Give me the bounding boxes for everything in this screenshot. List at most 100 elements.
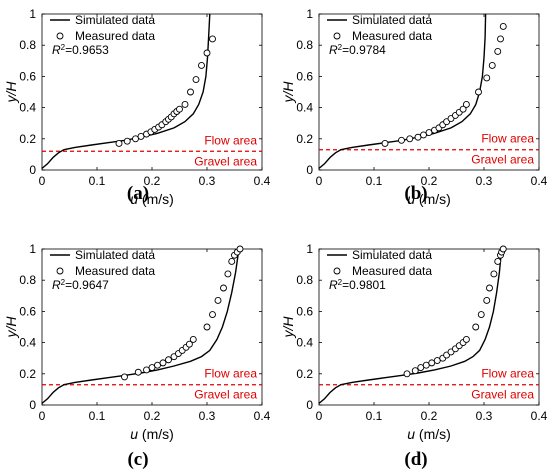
x-tick-label: 0.2 (144, 409, 161, 423)
measured-data-point (488, 62, 496, 69)
x-tick-label: 0.1 (89, 174, 106, 188)
measured-data-point (477, 311, 485, 318)
r-squared-symbol: R (329, 43, 338, 57)
r-squared-value: =0.9653 (65, 43, 109, 57)
legend-measured-label: Measured data (75, 29, 155, 43)
flow-area-label: Flow area (481, 367, 534, 381)
x-axis-unit: (m/s) (138, 191, 174, 207)
y-axis-label: y/H (3, 81, 19, 104)
y-tick-label: 1 (306, 7, 313, 21)
flow-area-label: Flow area (204, 367, 257, 381)
measured-data-point (228, 258, 236, 265)
measured-data-point (483, 74, 491, 82)
measured-data-point (494, 258, 502, 265)
x-tick-label: 0.2 (421, 174, 438, 188)
r-squared-value: =0.9801 (342, 278, 386, 292)
r-squared-exponent: 2 (61, 43, 66, 52)
y-axis-label: y/H (280, 316, 296, 339)
r-squared-annotation: R2=0.9647 (52, 278, 109, 293)
r-squared-annotation: R2=0.9653 (52, 43, 109, 58)
x-axis-unit: (m/s) (415, 426, 451, 442)
x-axis-variable: u (130, 191, 138, 207)
x-tick-label: 0.2 (421, 409, 438, 423)
panel-label: (c) (127, 449, 148, 470)
x-tick-label: 0.3 (476, 409, 493, 423)
x-axis-unit: (m/s) (138, 426, 174, 442)
y-tick-label: 0.2 (296, 132, 313, 146)
legend-measured-marker (56, 267, 64, 275)
r-squared-symbol: R (52, 278, 61, 292)
y-tick-label: 0.2 (296, 367, 313, 381)
y-tick-label: 1 (306, 242, 313, 256)
x-tick-label: 0.1 (366, 174, 383, 188)
legend-simulated-label: Simulated data (75, 13, 155, 27)
legend-measured-marker (333, 32, 341, 40)
y-axis-label: y/H (280, 81, 296, 104)
measured-data-point (176, 105, 183, 113)
measured-data-point (398, 136, 405, 144)
x-axis-label: u (m/s) (407, 191, 451, 207)
gravel-area-label: Gravel area (194, 388, 257, 402)
measured-data-point (123, 137, 131, 145)
r-squared-value: =0.9784 (342, 43, 386, 57)
measured-data-point (203, 49, 211, 57)
x-tick-label: 0.4 (254, 409, 271, 423)
measured-data-point (181, 101, 189, 108)
y-tick-label: 0.4 (19, 101, 36, 115)
x-tick-label: 0.4 (531, 409, 548, 423)
x-axis-label: u (m/s) (130, 426, 174, 442)
y-tick-label: 0.6 (296, 304, 313, 318)
gravel-area-label: Gravel area (471, 388, 534, 402)
y-tick-label: 0 (306, 398, 313, 412)
r-squared-annotation: R2=0.9801 (329, 278, 386, 293)
r-squared-exponent: 2 (338, 43, 343, 52)
measured-data-point (224, 270, 232, 278)
panel-label: (a) (127, 183, 149, 204)
measured-data-point (189, 336, 197, 343)
legend-simulated-label: Simulated data (352, 13, 432, 27)
measured-data-point (209, 35, 216, 43)
legend-measured-marker (333, 267, 341, 275)
x-tick-label: 0.3 (476, 174, 493, 188)
simulated-data-line (41, 248, 240, 404)
y-tick-label: 0.8 (19, 273, 36, 287)
x-tick-label: 0 (316, 174, 323, 188)
measured-data-point (490, 270, 498, 278)
y-tick-label: 0.2 (19, 132, 36, 146)
measured-data-point (462, 336, 470, 343)
y-tick-label: 0.6 (19, 304, 36, 318)
legend-simulated-label: Simulated data (75, 248, 155, 262)
x-tick-label: 0.3 (199, 174, 216, 188)
measured-data-point (214, 297, 222, 304)
simulated-data-line (318, 248, 503, 404)
measured-data-point (185, 340, 193, 348)
measured-data-point (497, 35, 504, 43)
panel-label: (b) (404, 183, 427, 204)
measured-data-point (475, 88, 482, 96)
measured-data-point (494, 47, 502, 55)
x-tick-label: 0.3 (199, 409, 216, 423)
measured-data-point (499, 23, 507, 30)
y-tick-label: 0.6 (296, 69, 313, 83)
y-tick-label: 0.4 (296, 101, 313, 115)
y-tick-label: 0.2 (19, 367, 36, 381)
y-axis-label: y/H (3, 316, 19, 339)
panel-label: (d) (404, 449, 427, 470)
measured-data-point (236, 245, 244, 253)
r-squared-exponent: 2 (61, 278, 66, 287)
chart-panel-c: 0 0.1 0.2 0.3 0.4 0 0.2 0.4 0.6 0.8 1 u (m/s) y/H Flo… (3, 242, 271, 470)
measured-data-point (483, 297, 491, 304)
measured-data-point (198, 62, 205, 69)
x-tick-label: 0 (39, 409, 46, 423)
x-tick-label: 0 (39, 174, 46, 188)
measured-data-point (403, 370, 411, 378)
measured-data-point (159, 359, 167, 367)
legend-measured-label: Measured data (352, 264, 432, 278)
legend-simulated-label: Simulated data (352, 248, 432, 262)
y-tick-label: 0.4 (19, 336, 36, 350)
flow-area-label: Flow area (481, 132, 534, 146)
x-tick-label: 0.4 (531, 174, 548, 188)
y-tick-label: 0.8 (19, 38, 36, 52)
measured-data-point (209, 311, 216, 318)
